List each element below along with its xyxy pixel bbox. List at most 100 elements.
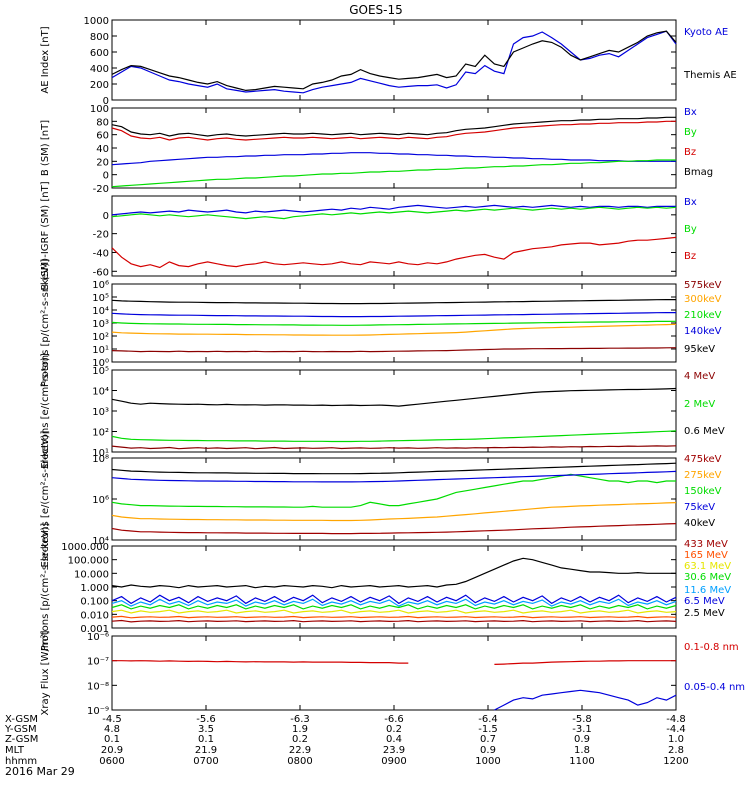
series-line-11-6-mev xyxy=(111,598,677,607)
footer-value: 22.9 xyxy=(289,745,311,756)
y-tick-label: 10⁴ xyxy=(92,536,109,547)
panel-frame xyxy=(111,19,677,101)
y-tick-label: 10² xyxy=(92,332,109,343)
y-tick-label: 100.000 xyxy=(68,556,109,567)
footer-value: 0.9 xyxy=(574,734,590,745)
y-tick-label: 10⁰ xyxy=(92,358,109,369)
series-line-bz xyxy=(111,236,677,269)
series-line-0-6-mev xyxy=(111,387,677,407)
y-tick-label: 100 xyxy=(90,104,109,115)
footer-row-label: Y-GSM xyxy=(4,724,37,735)
y-tick-label: 10⁶ xyxy=(92,280,109,291)
legend-entry: 2.5 MeV xyxy=(684,608,725,619)
series-line-6-5-mev xyxy=(111,594,677,605)
legend-entry: 6.5 MeV xyxy=(684,596,725,607)
series-line-bx xyxy=(111,152,676,166)
legend-entry: 140keV xyxy=(684,326,722,337)
y-tick-label: 10⁸ xyxy=(92,454,109,465)
legend-entry: 63.1 MeV xyxy=(684,561,731,572)
series-line-575kev xyxy=(111,347,677,353)
footer-value: 2.8 xyxy=(668,745,684,756)
y-axis-label: AE Index [nT] xyxy=(40,26,51,93)
footer-value: -5.8 xyxy=(572,714,592,725)
series-line-by xyxy=(111,159,676,188)
legend-entry: Kyoto AE xyxy=(684,27,728,38)
legend-entry: 40keV xyxy=(684,518,715,529)
legend-entry: 0.6 MeV xyxy=(684,426,725,437)
y-tick-label: 10³ xyxy=(92,407,109,418)
legend-entry: 75keV xyxy=(684,502,715,513)
y-tick-label: 10⁻⁶ xyxy=(87,632,109,643)
footer-value: -5.6 xyxy=(196,714,216,725)
series-line-475kev xyxy=(111,523,677,535)
legend-entry: 275keV xyxy=(684,470,722,481)
series-line-4-mev xyxy=(111,445,677,450)
y-tick-label: 10¹ xyxy=(92,345,109,356)
series-line-0-1-0-8-nm xyxy=(112,660,676,665)
y-tick-label: 0 xyxy=(103,171,109,182)
y-axis-label: Electrons [e/(cm²-s-sr-keV)] xyxy=(40,430,51,567)
footer-row-label: Z-GSM xyxy=(5,734,38,745)
panel-frame xyxy=(111,635,677,711)
legend-entry: 210keV xyxy=(684,310,722,321)
legend-entry: 433 MeV xyxy=(684,539,728,550)
legend-entry: Bx xyxy=(684,197,697,208)
footer-value: 20.9 xyxy=(101,745,123,756)
y-tick-label: 0.001 xyxy=(80,624,109,635)
y-tick-label: 400 xyxy=(90,64,109,75)
legend-entry: 0.1-0.8 nm xyxy=(684,642,739,653)
series-line-140kev xyxy=(111,312,676,318)
y-tick-label: 10⁵ xyxy=(92,366,109,377)
footer-row-label: X-GSM xyxy=(5,714,38,725)
y-tick-label: 0.010 xyxy=(80,610,109,621)
y-tick-label: 0 xyxy=(103,96,109,107)
series-line-210kev xyxy=(111,320,677,326)
panel-6: 10⁴ 10⁶ 10⁸ Electrons [e/(cm²-s-sr-keV)] 475… xyxy=(40,430,722,567)
y-tick-label: 10⁶ xyxy=(92,495,109,506)
series-line-bx xyxy=(111,204,676,216)
series-line-bz xyxy=(111,120,676,141)
legend-entry: By xyxy=(684,224,697,235)
y-tick-label: -20 xyxy=(93,230,109,241)
y-tick-label: 10² xyxy=(92,428,109,439)
footer-value: -6.3 xyxy=(290,714,310,725)
y-tick-label: 10.000 xyxy=(74,569,109,580)
series-line-150kev xyxy=(111,473,676,508)
footer-value: -6.6 xyxy=(384,714,404,725)
y-axis-label: B (SM)-IGRF (SM) [nT] xyxy=(40,181,51,290)
series-line-30-6-mev xyxy=(111,604,677,610)
series-line-0-05-0-4-nm xyxy=(494,689,677,711)
y-axis-label: Protons [p/(cm²-s-sr-keV)] xyxy=(40,259,51,387)
series-line-40kev xyxy=(111,462,677,475)
legend-entry: 300keV xyxy=(684,294,722,305)
panel-8: 10⁻⁹ 10⁻⁸ 10⁻⁷ 10⁻⁶ Xray Flux [W/m²] 0.1-0.8 … xyxy=(40,630,745,717)
series-line-300kev xyxy=(111,323,677,336)
footer-value: 1100 xyxy=(569,756,594,767)
footer-value: -3.1 xyxy=(572,724,592,735)
footer-value: 1.8 xyxy=(574,745,590,756)
footer-value: 0.1 xyxy=(104,734,120,745)
footer-value: -1.5 xyxy=(478,724,498,735)
date-label: 2016 Mar 29 xyxy=(5,765,75,778)
footer-value: 0700 xyxy=(193,756,218,767)
footer-value: -4.4 xyxy=(666,724,686,735)
y-tick-label: 10⁻⁷ xyxy=(87,657,109,668)
series-line-kyoto-ae xyxy=(111,30,677,94)
footer-value: 1.0 xyxy=(668,734,684,745)
series-line-themis-ae xyxy=(111,30,677,92)
panel-frame xyxy=(111,283,677,363)
legend-entry: 165 MeV xyxy=(684,550,728,561)
footer-value: 0.1 xyxy=(198,734,214,745)
footer-value: 0.7 xyxy=(480,734,496,745)
y-tick-label: 80 xyxy=(96,117,109,128)
y-axis-label: B (SM) [nT] xyxy=(40,120,51,176)
panel-frame xyxy=(111,369,677,453)
legend-entry: Bmag xyxy=(684,167,713,178)
legend-entry: 0.05-0.4 nm xyxy=(684,682,745,693)
panel-1: 0 200 400 600 800 1000 AE Index [nT] Kyoto AE Th… xyxy=(40,16,737,107)
series-line-433-mev xyxy=(111,619,677,623)
footer-value: 1200 xyxy=(663,756,688,767)
panel-2: -20 0 20 40 60 80 100 B (SM) [nT] Bx By Bz Bmag xyxy=(40,104,713,195)
footer-value: 4.8 xyxy=(104,724,120,735)
